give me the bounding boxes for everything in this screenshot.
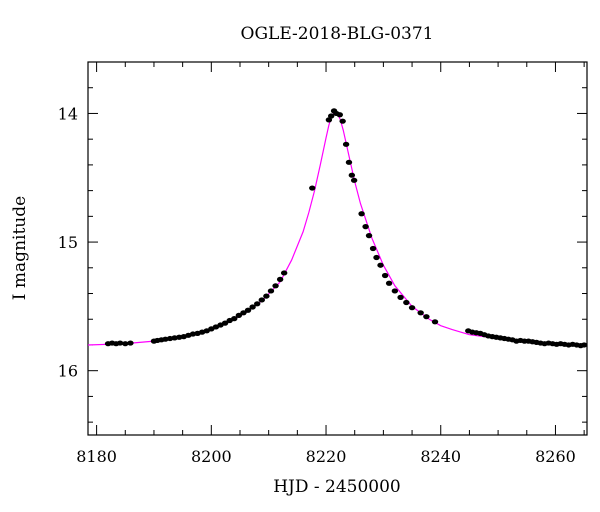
data-point <box>377 262 384 268</box>
data-point <box>358 211 365 217</box>
data-point <box>116 340 124 346</box>
data-point <box>580 342 587 348</box>
data-point <box>235 312 243 318</box>
data-point <box>267 288 275 294</box>
data-point <box>231 316 238 322</box>
data-point <box>345 159 353 165</box>
data-point <box>336 112 343 118</box>
chart-title: OGLE-2018-BLG-0371 <box>241 24 434 44</box>
data-point <box>342 141 350 147</box>
data-point <box>272 283 279 289</box>
x-tick-label: 8180 <box>76 447 117 466</box>
x-tick-label: 8220 <box>306 447 347 466</box>
data-point <box>397 294 404 300</box>
x-tick-label: 8200 <box>191 447 232 466</box>
data-point <box>240 310 247 316</box>
data-point <box>280 270 288 276</box>
data-point <box>309 185 316 191</box>
data-point <box>369 245 377 252</box>
data-point <box>408 305 416 311</box>
data-point <box>350 177 358 183</box>
data-point <box>373 254 380 261</box>
data-point <box>263 293 270 299</box>
y-tick-label: 16 <box>58 362 78 381</box>
y-tick-label: 15 <box>58 233 78 252</box>
data-point <box>122 341 129 347</box>
data-point <box>431 319 439 325</box>
data-point <box>391 288 399 294</box>
data-point <box>327 113 335 119</box>
data-point <box>339 118 346 124</box>
data-point <box>403 299 410 306</box>
plot-area: 8180 8200 8220 8240 8260 14 15 16 <box>58 61 588 466</box>
data-point <box>325 117 333 123</box>
data-point <box>348 172 356 178</box>
x-tick-label: 8260 <box>535 447 576 466</box>
series-group <box>88 108 587 349</box>
model-curve <box>88 111 587 346</box>
data-point <box>417 310 424 316</box>
data-point <box>254 301 261 307</box>
plot-frame <box>87 61 588 436</box>
data-point <box>423 314 430 320</box>
data-point <box>249 304 256 310</box>
data-point <box>365 233 373 239</box>
data-point <box>276 276 284 282</box>
data-point <box>244 307 252 313</box>
data-point <box>362 224 369 230</box>
data-point <box>381 272 389 279</box>
y-tick-label: 14 <box>58 104 78 123</box>
data-point <box>221 320 229 326</box>
data-point <box>385 280 393 286</box>
y-axis-label: I magnitude <box>10 196 30 300</box>
data-point <box>258 297 265 303</box>
data-point <box>127 340 134 346</box>
x-tick-label: 8240 <box>420 447 461 466</box>
x-axis-label: HJD - 2450000 <box>273 477 401 497</box>
